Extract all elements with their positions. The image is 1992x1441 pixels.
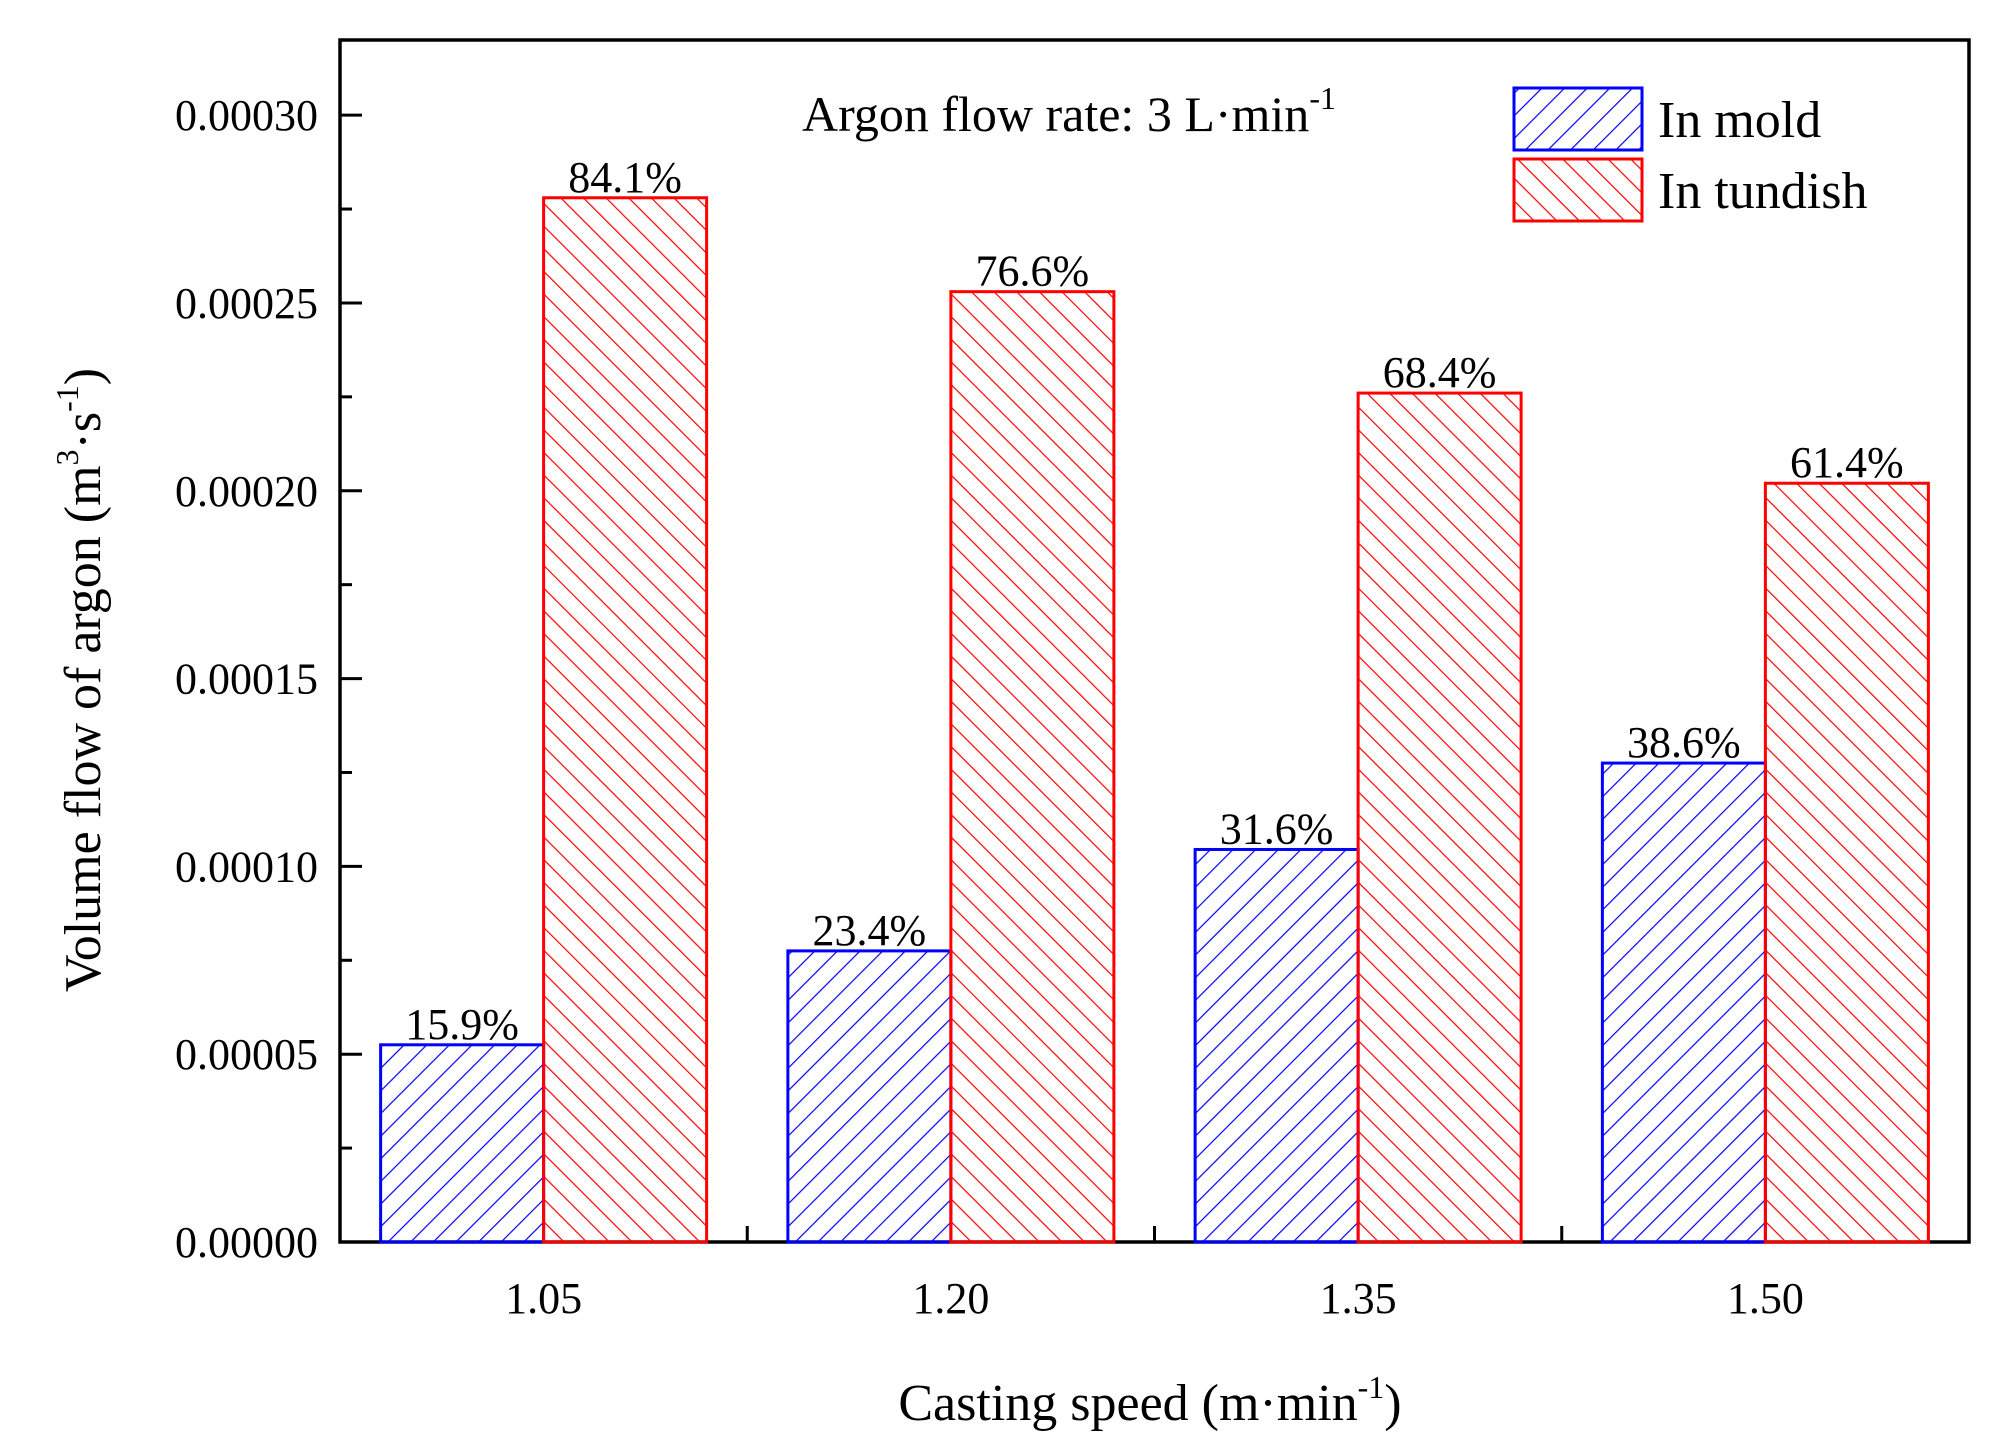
y-tick-label: 0.00030 bbox=[175, 91, 318, 140]
bar bbox=[949, 290, 1116, 1244]
bar bbox=[1356, 391, 1523, 1244]
legend-swatch-in-mold bbox=[1512, 86, 1644, 152]
bar-value-label: 23.4% bbox=[813, 906, 927, 955]
bar-value-label: 76.6% bbox=[976, 247, 1090, 296]
bar bbox=[786, 949, 953, 1244]
legend-label-in-mold: In mold bbox=[1658, 92, 1821, 149]
legend: In mold In tundish bbox=[1512, 86, 1867, 223]
x-axis-title: Casting speed (m·min-1) bbox=[898, 1369, 1401, 1432]
annotation-text: Argon flow rate: 3 L·min-1 bbox=[802, 80, 1336, 142]
bar-value-label: 84.1% bbox=[568, 153, 682, 202]
legend-swatch-in-tundish bbox=[1512, 157, 1644, 223]
y-tick-label: 0.00025 bbox=[175, 279, 318, 328]
y-tick-label: 0.00010 bbox=[175, 842, 318, 891]
y-axis: 0.00000 0.00005 0.00010 0.00015 0.00020 0.000… bbox=[175, 91, 362, 1267]
x-tick-label: 1.05 bbox=[505, 1274, 582, 1323]
legend-label-in-tundish: In tundish bbox=[1658, 163, 1867, 220]
bar-value-label: 68.4% bbox=[1383, 348, 1497, 397]
x-tick-label: 1.50 bbox=[1727, 1274, 1804, 1323]
bar-value-label: 38.6% bbox=[1627, 718, 1741, 767]
bar-value-label: 61.4% bbox=[1790, 438, 1904, 487]
x-tick-label: 1.20 bbox=[912, 1274, 989, 1323]
y-tick-label: 0.00005 bbox=[175, 1030, 318, 1079]
y-tick-label: 0.00015 bbox=[175, 655, 318, 704]
bar-value-label: 31.6% bbox=[1220, 804, 1334, 853]
y-tick-label: 0.00020 bbox=[175, 467, 318, 516]
y-tick-label: 0.00000 bbox=[175, 1218, 318, 1267]
bar bbox=[1193, 847, 1360, 1244]
bar-value-label: 15.9% bbox=[405, 1000, 519, 1049]
bar bbox=[379, 1043, 546, 1244]
x-tick-label: 1.35 bbox=[1320, 1274, 1397, 1323]
bar bbox=[1600, 761, 1767, 1244]
y-axis-title: Volume flow of argon (m3·s-1) bbox=[49, 368, 112, 992]
x-axis: 1.05 1.20 1.35 1.50 bbox=[505, 1226, 1804, 1323]
bar bbox=[542, 196, 709, 1244]
bars: 15.9% 23.4% 31.6% 38.6% 84.1% 76.6% 68.4% 61.4% bbox=[379, 153, 1930, 1244]
bar bbox=[1763, 481, 1930, 1244]
